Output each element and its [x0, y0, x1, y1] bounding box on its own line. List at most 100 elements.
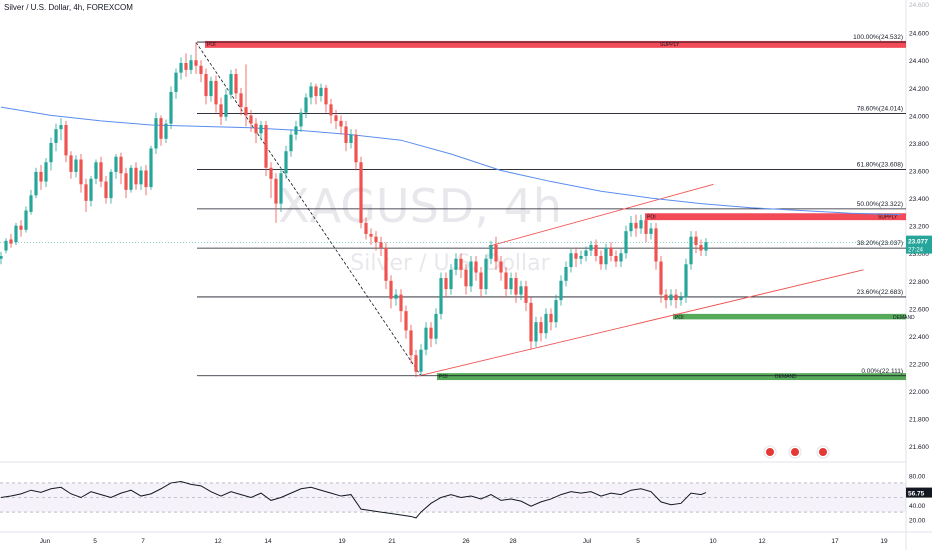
candle-bear [199, 65, 203, 75]
candle-bull [639, 220, 643, 229]
fib-label: 38.20%(23.037) [857, 240, 903, 247]
candle-bear [694, 236, 698, 245]
zone-label: SUPPLY [660, 42, 680, 48]
candle-bull [519, 286, 523, 295]
candle-bear [699, 244, 703, 251]
fib-label: 78.60%(24.014) [857, 105, 903, 112]
candle-bear [239, 93, 243, 108]
candle-bull [534, 322, 538, 342]
candle-bear [19, 225, 23, 230]
candle-bear [364, 222, 368, 234]
candle-bear [249, 115, 253, 124]
candle-bull [629, 222, 633, 232]
time-axis-label: 12 [758, 538, 766, 545]
candle-bear [369, 233, 373, 237]
zone-label: DEMAND [893, 315, 915, 321]
rsi-axis-label: 80.00 [909, 474, 926, 481]
candle-bear [664, 294, 668, 301]
candle-bear [324, 87, 328, 105]
candle-bear [609, 247, 613, 256]
candle-bull [319, 87, 323, 97]
candle-bull [684, 264, 688, 298]
time-axis-label: 19 [338, 538, 346, 545]
rsi-line [0, 480, 707, 519]
candle-bull [299, 112, 303, 127]
candle-bull [309, 86, 313, 98]
candle-bear [254, 123, 258, 134]
candle-bear [504, 272, 508, 290]
candle-bull [544, 313, 548, 334]
candle-bull [279, 173, 283, 204]
candle-bull [109, 171, 113, 199]
time-axis-label: 14 [264, 538, 272, 545]
candle-bull [44, 162, 48, 182]
price-axis-label: 22.000 [909, 389, 929, 396]
candle-bear [389, 280, 393, 299]
time-axis-label: 26 [462, 538, 470, 545]
zone-demand [673, 313, 906, 320]
candle-bear [539, 322, 543, 334]
candle-bear [274, 178, 278, 204]
candle-bear [214, 80, 218, 105]
price-axis-label: 24.400 [909, 58, 929, 65]
candle-bull [554, 300, 558, 323]
watermark-symbol: XAGUSD, 4h [278, 179, 562, 233]
candle-bull [89, 178, 93, 201]
candle-bear [269, 167, 273, 179]
candle-bear [574, 253, 578, 259]
candle-bull [14, 225, 18, 243]
time-axis-label: 10 [709, 538, 717, 545]
candle-bear [144, 170, 148, 188]
price-axis-label: 21.600 [909, 444, 929, 451]
candle-bear [674, 294, 678, 301]
candle-bear [134, 167, 138, 185]
zone-tag: POI [207, 42, 216, 48]
time-axis-label: Jun [40, 538, 51, 545]
candle-bull [454, 258, 458, 270]
candle-bull [0, 255, 3, 259]
candle-bull [4, 240, 8, 251]
candle-bear [499, 261, 503, 273]
candle-bull [189, 60, 193, 70]
price-axis-label: 24.600 [909, 31, 929, 38]
price-axis-label: 23.600 [909, 169, 929, 176]
price-axis-top-label: 24.600 [909, 2, 929, 9]
candle-bear [374, 236, 378, 243]
candle-bull [164, 123, 168, 139]
price-axis-label: 23.800 [909, 141, 929, 148]
candle-bull [229, 74, 233, 95]
channel-upper [488, 183, 714, 247]
rsi-value-badge [906, 487, 932, 498]
candle-bear [124, 173, 128, 190]
candle-bull [289, 134, 293, 152]
zone-supply [645, 213, 906, 221]
candle-bear [444, 278, 448, 290]
candle-bull [54, 129, 58, 143]
time-axis-label: 19 [880, 538, 888, 545]
candle-bull [624, 231, 628, 254]
candle-bear [464, 269, 468, 287]
rsi-axis-label: 40.00 [909, 503, 926, 510]
candle-bull [559, 280, 563, 301]
candle-countdown: 27:24 [908, 248, 924, 254]
price-axis-label: 23.200 [909, 224, 929, 231]
candle-bull [24, 210, 28, 230]
candle-bull [419, 349, 423, 372]
candle-bear [39, 171, 43, 182]
candle-bear [384, 247, 388, 281]
price-axis-label: 22.600 [909, 306, 929, 313]
candle-bull [94, 162, 98, 179]
candle-bull [584, 250, 588, 256]
candle-bull [619, 253, 623, 262]
candle-bear [429, 327, 433, 339]
candle-bear [549, 313, 553, 323]
candle-bear [599, 255, 603, 265]
time-axis-label: 5 [636, 538, 640, 545]
fib-label: 100.00%(24.532) [853, 34, 903, 41]
candle-bull [154, 118, 158, 149]
candle-bear [644, 220, 648, 234]
candle-bull [59, 125, 63, 130]
candle-bear [119, 156, 123, 174]
candle-bear [339, 120, 343, 127]
